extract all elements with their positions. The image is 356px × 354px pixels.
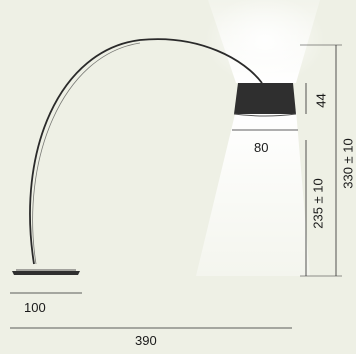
shade-width-label: 80: [254, 140, 269, 155]
base-width-label: 100: [24, 300, 46, 315]
lamp-base: [12, 271, 80, 275]
lamp-shade: [234, 83, 296, 114]
lamp-arc-stem-inner: [32, 42, 141, 265]
light-beam-down: [196, 110, 310, 276]
lamp-shade-rim: [233, 113, 297, 117]
light-glow: [205, 0, 325, 85]
overall-height-label: 330 ± 10: [340, 138, 356, 189]
shade-height-label: 44: [313, 93, 329, 108]
light-height-label: 235 ± 10: [310, 178, 326, 229]
overall-reach-label: 390: [135, 333, 157, 348]
lamp-arc-stem: [29, 38, 263, 265]
